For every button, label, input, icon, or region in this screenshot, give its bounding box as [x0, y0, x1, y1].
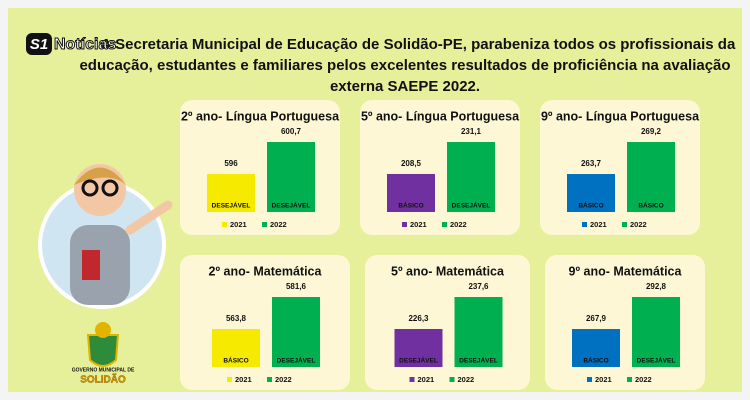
legend-swatch: [449, 377, 455, 382]
title-line: educação, estudantes e familiares pelos …: [79, 57, 730, 74]
level-label: DESEJÁVEL: [212, 201, 251, 210]
level-label: DESEJÁVEL: [277, 356, 316, 365]
level-label: DESEJÁVEL: [272, 201, 311, 210]
emblem-text: GOVERNO MUNICIPAL DE: [72, 367, 135, 373]
bar: [572, 329, 620, 367]
legend-label: 2022: [635, 375, 652, 384]
legend-label: 2022: [275, 375, 292, 384]
legend-label: 2021: [590, 220, 607, 229]
level-label: BÁSICO: [578, 201, 603, 210]
level-label: DESEJÁVEL: [459, 356, 498, 365]
legend-label: 2021: [418, 375, 435, 384]
level-label: BÁSICO: [638, 201, 663, 210]
legend-swatch: [622, 222, 627, 227]
chart-title: 9º ano- Matemática: [569, 264, 683, 278]
bar: [632, 297, 680, 367]
legend-swatch: [402, 222, 407, 227]
bar: [567, 174, 615, 212]
logo: S1 Notícias: [26, 33, 117, 55]
logo-text: Notícias: [54, 36, 116, 53]
legend-label: 2022: [458, 375, 475, 384]
legend-label: 2022: [630, 220, 647, 229]
legend-label: 2022: [450, 220, 467, 229]
bar: [387, 174, 435, 212]
level-label: DESEJÁVEL: [399, 356, 438, 365]
chart-panel: 5º ano- Matemática 226,3 DESEJÁVEL 2021 237,…: [365, 255, 530, 390]
chart-title: 2º ano- Língua Portuguesa: [181, 109, 340, 123]
value-label: 231,1: [461, 127, 482, 136]
value-label: 581,6: [286, 282, 307, 291]
level-label: DESEJÁVEL: [452, 201, 491, 210]
chart-title: 5º ano- Língua Portuguesa: [361, 109, 520, 123]
level-label: BÁSICO: [223, 356, 248, 365]
value-label: 292,8: [646, 282, 667, 291]
value-label: 600,7: [281, 127, 302, 136]
legend-swatch: [582, 222, 587, 227]
chart-title: 9º ano- Língua Portuguesa: [541, 109, 700, 123]
chart-title: 5º ano- Matemática: [391, 264, 505, 278]
level-label: BÁSICO: [398, 201, 423, 210]
value-label: 563,8: [226, 314, 247, 323]
legend-swatch: [267, 377, 272, 382]
bar: [272, 297, 320, 367]
emblem: GOVERNO MUNICIPAL DE SOLIDÃO: [72, 322, 135, 386]
level-label: BÁSICO: [583, 356, 608, 365]
legend-swatch: [442, 222, 447, 227]
legend-label: 2021: [230, 220, 247, 229]
value-label: 237,6: [468, 282, 489, 291]
legend-swatch: [262, 222, 267, 227]
title-line: externa SAEPE 2022.: [330, 78, 480, 95]
legend-swatch: [587, 377, 592, 382]
chart-panel: 9º ano- Matemática 267,9 BÁSICO 2021 292,8 DE…: [545, 255, 705, 390]
chart-panel: 2º ano- Matemática 563,8 BÁSICO 2021 581,6 DE…: [180, 255, 350, 390]
value-label: 208,5: [401, 159, 422, 168]
value-label: 269,2: [641, 127, 662, 136]
chart-panel: 2º ano- Língua Portuguesa 596 DESEJÁVEL 202…: [180, 100, 340, 235]
title-line: A Secretaria Municipal de Educação de So…: [101, 36, 736, 53]
chart-title: 2º ano- Matemática: [209, 264, 323, 278]
legend-swatch: [222, 222, 227, 227]
value-label: 263,7: [581, 159, 602, 168]
value-label: 267,9: [586, 314, 607, 323]
bar: [454, 297, 503, 367]
value-label: 226,3: [408, 314, 429, 323]
value-label: 596: [224, 159, 238, 168]
legend-label: 2021: [410, 220, 427, 229]
child-illustration: [38, 164, 173, 309]
bar: [394, 329, 443, 367]
bar: [207, 174, 255, 212]
emblem-name: SOLIDÃO: [80, 373, 126, 386]
bar: [627, 142, 675, 212]
legend-label: 2021: [235, 375, 252, 384]
bar: [212, 329, 260, 367]
level-label: DESEJÁVEL: [637, 356, 676, 365]
legend-swatch: [627, 377, 632, 382]
chart-panel: 5º ano- Língua Portuguesa 208,5 BÁSICO 2021…: [360, 100, 520, 235]
legend-swatch: [227, 377, 232, 382]
legend-swatch: [409, 377, 415, 382]
bar: [267, 142, 315, 212]
legend-label: 2021: [595, 375, 612, 384]
legend-label: 2022: [270, 220, 287, 229]
bar: [447, 142, 495, 212]
logo-badge: S1: [30, 36, 48, 53]
chart-panel: 9º ano- Língua Portuguesa 263,7 BÁSICO 2021…: [540, 100, 700, 235]
